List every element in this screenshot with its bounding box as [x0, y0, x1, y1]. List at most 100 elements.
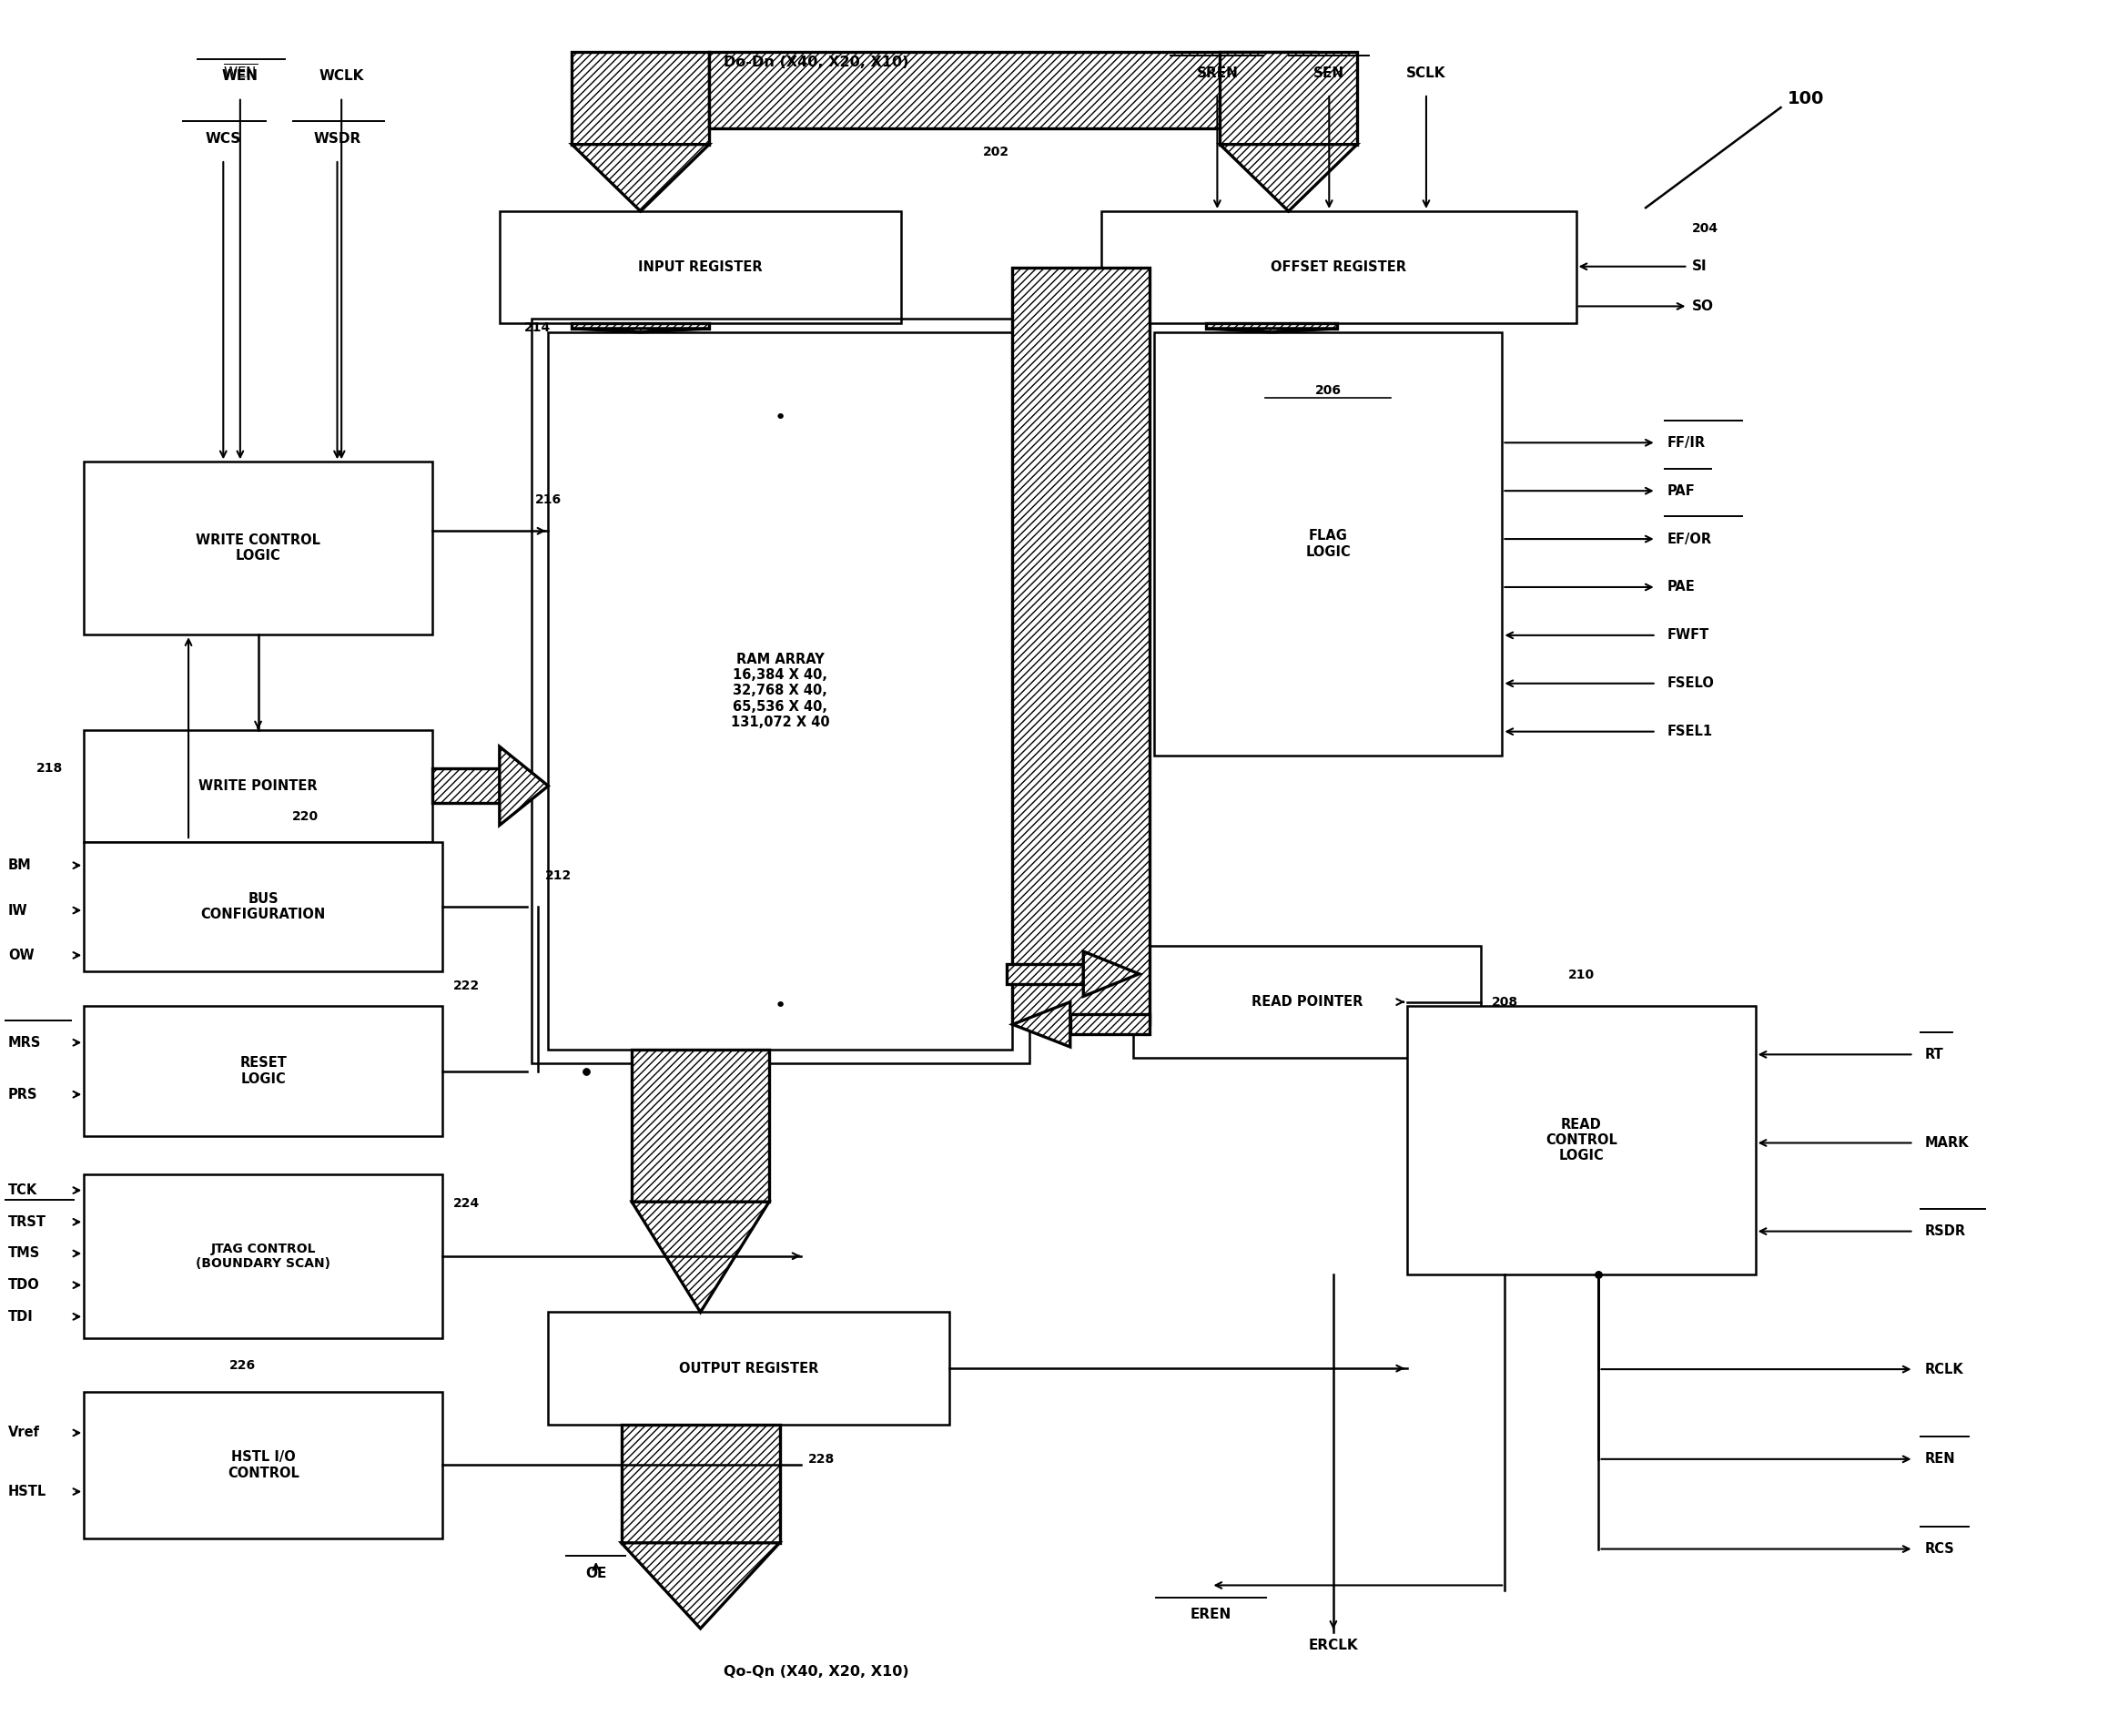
Text: BM: BM	[8, 859, 32, 871]
Polygon shape	[1207, 328, 1336, 332]
Text: REN: REN	[1925, 1453, 1955, 1465]
Bar	[85, 842, 443, 972]
Polygon shape	[1220, 144, 1358, 212]
Text: 218: 218	[36, 762, 64, 774]
Text: 208: 208	[1491, 995, 1519, 1009]
Polygon shape	[1006, 963, 1082, 984]
Text: OW: OW	[8, 948, 34, 962]
Text: IW: IW	[8, 903, 28, 917]
Text: Do-Dn (X40, X20, X10): Do-Dn (X40, X20, X10)	[724, 56, 909, 69]
Polygon shape	[432, 769, 500, 804]
Polygon shape	[621, 1425, 779, 1543]
Text: WCLK: WCLK	[320, 69, 364, 83]
Bar	[1101, 212, 1576, 323]
Text: HSTL: HSTL	[8, 1484, 47, 1498]
Text: FWFT: FWFT	[1667, 628, 1709, 642]
Text: WRITE CONTROL
LOGIC: WRITE CONTROL LOGIC	[195, 533, 320, 562]
Text: 228: 228	[809, 1453, 834, 1465]
Text: PRS: PRS	[8, 1087, 38, 1101]
Text: 220: 220	[292, 809, 320, 823]
Text: RT: RT	[1925, 1047, 1942, 1061]
Text: PAF: PAF	[1667, 484, 1694, 498]
Bar	[1406, 1007, 1756, 1274]
Text: $\overline{\mathrm{WEN}}$: $\overline{\mathrm{WEN}}$	[222, 64, 258, 82]
Text: TRST: TRST	[8, 1215, 47, 1229]
Text: FLAG
LOGIC: FLAG LOGIC	[1305, 529, 1351, 559]
Text: 202: 202	[983, 146, 1008, 158]
Text: RCLK: RCLK	[1925, 1363, 1963, 1377]
Text: WRITE POINTER: WRITE POINTER	[199, 779, 318, 793]
Bar	[85, 729, 432, 842]
Text: 100: 100	[1788, 90, 1824, 108]
Polygon shape	[572, 328, 710, 332]
Polygon shape	[631, 1050, 769, 1201]
Text: SI: SI	[1692, 260, 1707, 273]
Text: TCK: TCK	[8, 1184, 38, 1198]
Text: WCS: WCS	[205, 132, 241, 146]
Text: OE: OE	[585, 1566, 606, 1580]
Bar	[85, 462, 432, 635]
Polygon shape	[500, 746, 549, 825]
Text: RESET
LOGIC: RESET LOGIC	[239, 1055, 286, 1085]
Bar	[85, 1007, 443, 1135]
Text: READ POINTER: READ POINTER	[1252, 995, 1362, 1009]
Text: READ
CONTROL
LOGIC: READ CONTROL LOGIC	[1546, 1118, 1618, 1163]
Text: •: •	[775, 996, 786, 1016]
Bar	[532, 318, 1029, 1064]
Text: 212: 212	[546, 870, 572, 882]
Bar	[1133, 946, 1480, 1059]
Text: HSTL I/O
CONTROL: HSTL I/O CONTROL	[227, 1450, 299, 1479]
Bar	[710, 52, 1315, 128]
Polygon shape	[1207, 323, 1336, 328]
Text: TDO: TDO	[8, 1278, 40, 1292]
Bar	[1154, 332, 1502, 755]
Text: MARK: MARK	[1925, 1135, 1968, 1149]
Text: TDI: TDI	[8, 1311, 34, 1323]
Text: SREN: SREN	[1197, 66, 1239, 80]
Text: 216: 216	[536, 493, 561, 507]
Text: WEN: WEN	[222, 69, 258, 83]
Bar	[549, 1312, 949, 1425]
Text: 222: 222	[453, 979, 481, 991]
Text: SCLK: SCLK	[1406, 66, 1447, 80]
Text: 214: 214	[523, 321, 551, 335]
Bar	[85, 1174, 443, 1338]
Polygon shape	[572, 144, 710, 212]
Text: FF/IR: FF/IR	[1667, 436, 1705, 450]
Text: OUTPUT REGISTER: OUTPUT REGISTER	[680, 1361, 818, 1375]
Text: Qo-Qn (X40, X20, X10): Qo-Qn (X40, X20, X10)	[724, 1665, 909, 1679]
Bar	[1012, 267, 1150, 1024]
Text: RSDR: RSDR	[1925, 1224, 1966, 1238]
Text: SEN: SEN	[1313, 66, 1345, 80]
Polygon shape	[1012, 1002, 1070, 1047]
Polygon shape	[1220, 52, 1358, 144]
Text: MRS: MRS	[8, 1036, 40, 1049]
Text: 206: 206	[1315, 384, 1341, 398]
Polygon shape	[621, 1543, 779, 1628]
Text: BUS
CONFIGURATION: BUS CONFIGURATION	[201, 892, 326, 922]
Text: SO: SO	[1692, 299, 1713, 312]
Text: FSEL1: FSEL1	[1667, 724, 1713, 738]
Bar	[85, 1392, 443, 1538]
Text: •: •	[775, 410, 786, 427]
Text: JTAG CONTROL
(BOUNDARY SCAN): JTAG CONTROL (BOUNDARY SCAN)	[197, 1243, 330, 1269]
Text: 226: 226	[229, 1359, 256, 1371]
Text: ERCLK: ERCLK	[1309, 1639, 1358, 1653]
Text: EF/OR: EF/OR	[1667, 533, 1711, 545]
Text: WSDR: WSDR	[313, 132, 360, 146]
Text: Vref: Vref	[8, 1425, 40, 1439]
Bar	[549, 332, 1012, 1050]
Polygon shape	[572, 52, 710, 144]
Text: TMS: TMS	[8, 1246, 40, 1260]
Text: 210: 210	[1567, 969, 1595, 981]
Text: PAE: PAE	[1667, 580, 1694, 594]
Text: RCS: RCS	[1925, 1542, 1955, 1555]
Text: EREN: EREN	[1190, 1608, 1231, 1621]
Polygon shape	[631, 1201, 769, 1312]
Text: 224: 224	[453, 1198, 481, 1210]
Polygon shape	[572, 323, 710, 328]
Text: OFFSET REGISTER: OFFSET REGISTER	[1271, 260, 1406, 274]
Bar	[500, 212, 900, 323]
Text: RAM ARRAY
16,384 X 40,
32,768 X 40,
65,536 X 40,
131,072 X 40: RAM ARRAY 16,384 X 40, 32,768 X 40, 65,5…	[731, 653, 830, 729]
Text: INPUT REGISTER: INPUT REGISTER	[638, 260, 762, 274]
